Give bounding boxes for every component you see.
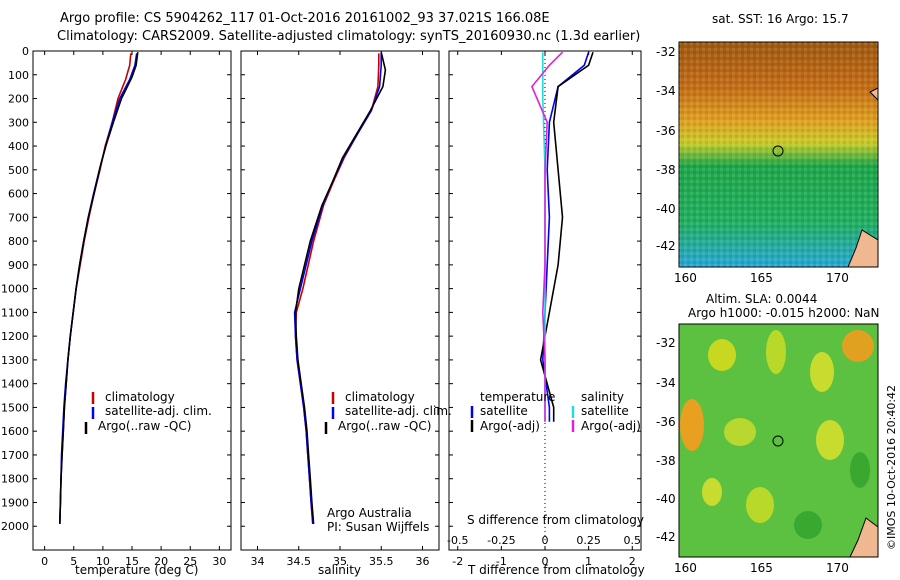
x-tick-label: 10 bbox=[96, 555, 110, 568]
sst-lat-tick: -40 bbox=[656, 202, 676, 216]
series-line bbox=[59, 53, 138, 524]
x-tick-label: -2 bbox=[452, 555, 463, 568]
x-tick-label: 2 bbox=[629, 555, 636, 568]
y-tick-label: 1900 bbox=[1, 496, 29, 509]
y-tick-label: 400 bbox=[8, 140, 29, 153]
sst-lat-tick: -32 bbox=[656, 45, 676, 59]
x-tick-label-salinity: -0.25 bbox=[487, 534, 515, 547]
series-line bbox=[59, 53, 132, 524]
sla-lat-tick: -34 bbox=[656, 376, 676, 390]
legend-sal-argo-label: Argo(-adj) bbox=[581, 419, 641, 433]
argo-location-marker-sla bbox=[772, 435, 784, 447]
y-tick-label: 1300 bbox=[1, 354, 29, 367]
salinity-axis-label: salinity bbox=[318, 563, 362, 577]
x-tick-label: 30 bbox=[212, 555, 226, 568]
x-tick-label: 1 bbox=[585, 555, 592, 568]
chart-title-line2: Climatology: CARS2009. Satellite-adjuste… bbox=[57, 29, 641, 44]
legend-satellite-label: satellite-adj. clim. bbox=[345, 404, 452, 418]
y-tick-label: 200 bbox=[8, 93, 29, 106]
temperature-axis-label: temperature (deg C) bbox=[75, 563, 199, 577]
x-tick-label: 0 bbox=[41, 555, 48, 568]
plot-frame bbox=[240, 50, 440, 551]
sla-lat-tick: -32 bbox=[656, 336, 676, 350]
y-tick-label: 600 bbox=[8, 188, 29, 201]
series-line bbox=[294, 52, 387, 524]
legend-salinity-heading: salinity bbox=[581, 390, 625, 404]
x-tick-label: 35 bbox=[333, 555, 347, 568]
sla-lat-tick: -38 bbox=[656, 454, 676, 468]
imos-copyright: ©IMOS 10-Oct-2016 20:40:42 bbox=[885, 384, 898, 550]
x-tick-label-salinity: -0.5 bbox=[447, 534, 468, 547]
series-line bbox=[530, 51, 564, 422]
sla-lon-tick: 170 bbox=[826, 561, 849, 575]
sst-lon-tick: 170 bbox=[826, 271, 849, 285]
y-tick-label: 1500 bbox=[1, 401, 29, 414]
series-line bbox=[59, 52, 139, 524]
x-tick-label-salinity: 0 bbox=[542, 534, 549, 547]
legend-climatology-label: climatology bbox=[345, 390, 415, 404]
series-line bbox=[541, 51, 590, 422]
t-difference-axis-label: T difference from climatology bbox=[468, 563, 645, 577]
x-tick-label: 0 bbox=[542, 555, 549, 568]
y-tick-label: 1000 bbox=[1, 283, 29, 296]
sla-map bbox=[678, 323, 879, 558]
pi-label: PI: Susan Wijffels bbox=[327, 520, 430, 534]
x-tick-label: 25 bbox=[183, 555, 197, 568]
sla-lon-tick: 165 bbox=[750, 561, 773, 575]
x-tick-label: 34.5 bbox=[287, 555, 312, 568]
sla-map-title-line1: Altim. SLA: 0.0044 bbox=[706, 292, 818, 306]
sla-map-title-line2: Argo h1000: -0.015 h2000: NaN bbox=[688, 306, 880, 320]
legend-climatology-label: climatology bbox=[105, 390, 175, 404]
legend-sal-satellite-label: satellite bbox=[581, 404, 629, 418]
legend-temperature-heading: temperature bbox=[480, 390, 556, 404]
y-tick-label: 800 bbox=[8, 235, 29, 248]
legend-satellite-label: satellite-adj. clim. bbox=[105, 404, 212, 418]
argo-location-marker bbox=[772, 145, 784, 157]
sla-lat-tick: -40 bbox=[656, 492, 676, 506]
sst-lat-tick: -34 bbox=[656, 84, 676, 98]
sst-lat-tick: -42 bbox=[656, 239, 676, 253]
y-tick-label: 500 bbox=[8, 164, 29, 177]
x-tick-label: 20 bbox=[154, 555, 168, 568]
sst-lat-tick: -38 bbox=[656, 163, 676, 177]
y-tick-label: 0 bbox=[22, 45, 29, 58]
legend-temp-argo-label: Argo(-adj) bbox=[480, 419, 540, 433]
x-tick-label: 5 bbox=[70, 555, 77, 568]
y-tick-label: 1100 bbox=[1, 306, 29, 319]
s-difference-label: S difference from climatology bbox=[467, 513, 644, 527]
x-tick-label: -1 bbox=[496, 555, 507, 568]
argo-australia-label: Argo Australia bbox=[327, 506, 412, 520]
y-tick-label: 1400 bbox=[1, 378, 29, 391]
sst-map-title: sat. SST: 16 Argo: 15.7 bbox=[712, 12, 849, 26]
x-tick-label: 35.5 bbox=[369, 555, 394, 568]
y-tick-label: 1200 bbox=[1, 330, 29, 343]
x-tick-label-salinity: 0.25 bbox=[576, 534, 601, 547]
y-tick-label: 900 bbox=[8, 259, 29, 272]
sla-lon-tick: 160 bbox=[674, 561, 697, 575]
y-tick-label: 1700 bbox=[1, 449, 29, 462]
sla-lat-tick: -42 bbox=[656, 530, 676, 544]
series-line bbox=[293, 53, 382, 524]
y-tick-label: 1800 bbox=[1, 473, 29, 486]
y-tick-label: 100 bbox=[8, 69, 29, 82]
legend-argo-label: Argo(..raw -QC) bbox=[98, 419, 192, 433]
x-tick-label: 36 bbox=[416, 555, 430, 568]
sst-lat-tick: -36 bbox=[656, 124, 676, 138]
legend-temp-satellite-label: satellite bbox=[480, 404, 528, 418]
legend-argo-label: Argo(..raw -QC) bbox=[338, 419, 432, 433]
y-tick-label: 2000 bbox=[1, 520, 29, 533]
sst-lon-tick: 165 bbox=[750, 271, 773, 285]
y-tick-label: 700 bbox=[8, 211, 29, 224]
plot-frame bbox=[32, 50, 232, 551]
x-tick-label: 34 bbox=[251, 555, 265, 568]
x-tick-label-salinity: 0.5 bbox=[624, 534, 642, 547]
chart-title-line1: Argo profile: CS 5904262_117 01-Oct-2016… bbox=[60, 11, 550, 26]
sla-lat-tick: -36 bbox=[656, 415, 676, 429]
x-tick-label: 15 bbox=[125, 555, 139, 568]
sst-lon-tick: 160 bbox=[674, 271, 697, 285]
sst-map bbox=[678, 41, 879, 268]
y-tick-label: 1600 bbox=[1, 425, 29, 438]
y-tick-label: 300 bbox=[8, 116, 29, 129]
